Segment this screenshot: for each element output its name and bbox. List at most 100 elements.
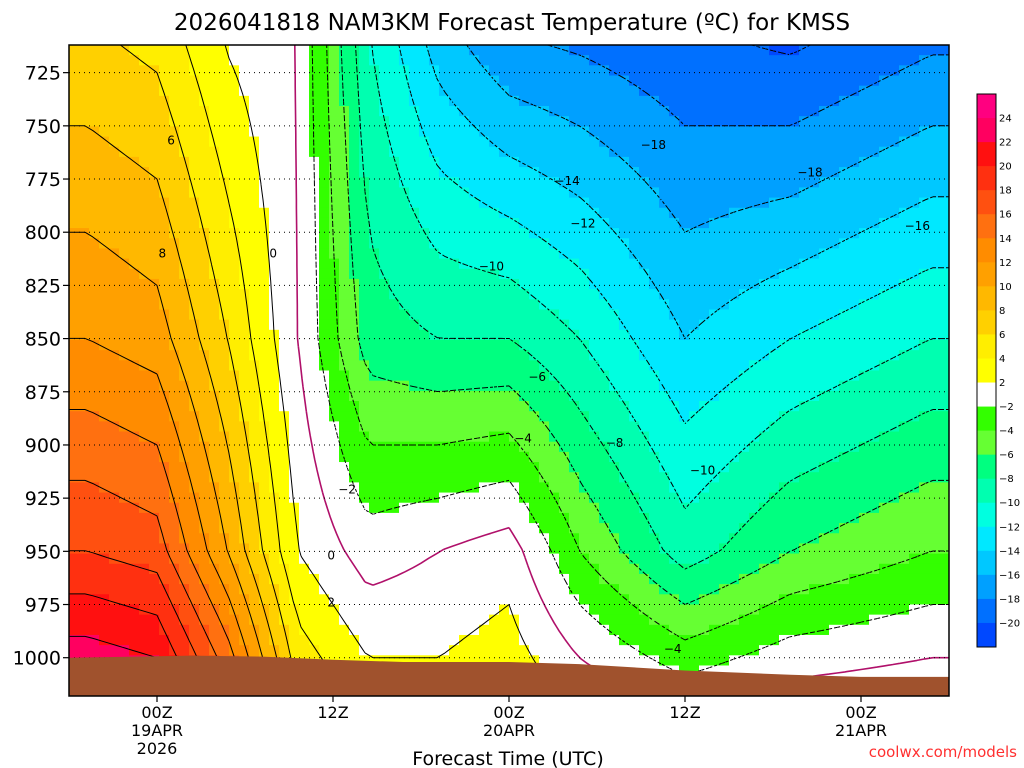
temperature-cell [369,645,380,656]
temperature-cell [259,472,270,483]
temperature-cell [479,451,490,463]
temperature-cell [489,573,500,585]
temperature-cell [679,543,690,555]
temperature-cell [249,207,260,219]
temperature-cell [469,655,480,667]
temperature-cell [589,65,600,77]
temperature-cell [579,258,590,270]
temperature-cell [829,645,840,656]
temperature-cell [709,594,720,606]
temperature-cell [539,156,550,168]
temperature-cell [589,482,600,494]
temperature-cell [269,624,280,636]
temperature-cell [319,207,330,219]
temperature-cell [109,462,120,473]
temperature-cell [189,624,200,636]
temperature-cell [659,594,670,606]
temperature-cell [209,401,220,412]
temperature-cell [449,187,460,199]
temperature-cell [319,268,330,280]
temperature-cell [389,126,400,138]
temperature-cell [299,258,310,270]
temperature-cell [249,584,260,595]
temperature-cell [79,482,90,494]
temperature-cell [409,238,420,250]
temperature-cell [519,624,530,636]
temperature-cell [679,339,690,351]
temperature-cell [839,431,850,443]
temperature-cell [599,95,610,107]
temperature-cell [799,299,810,311]
temperature-cell [719,665,730,677]
temperature-cell [199,55,210,66]
temperature-cell [719,116,730,127]
temperature-cell [429,370,440,382]
temperature-cell [669,55,680,66]
temperature-cell [89,472,100,483]
temperature-cell [309,248,320,260]
temperature-cell [599,339,610,351]
temperature-cell [89,106,100,117]
temperature-cell [599,45,610,56]
temperature-cell [499,634,510,646]
temperature-cell [79,441,90,453]
temperature-cell [539,258,550,270]
temperature-cell [129,604,140,616]
temperature-cell [579,136,590,148]
temperature-cell [589,390,600,402]
temperature-cell [129,462,140,473]
temperature-cell [169,411,180,422]
temperature-cell [259,228,270,239]
temperature-cell [319,177,330,188]
temperature-cell [679,624,690,636]
temperature-cell [579,75,590,87]
temperature-cell [369,95,380,107]
temperature-cell [669,299,680,311]
temperature-cell [239,482,250,494]
temperature-cell [269,85,280,97]
temperature-cell [669,75,680,87]
temperature-cell [139,523,150,534]
temperature-cell [539,289,550,300]
temperature-cell [659,614,670,626]
temperature-cell [829,258,840,270]
temperature-cell [429,573,440,585]
temperature-cell [379,187,390,199]
temperature-cell [609,411,620,422]
temperature-cell [729,512,740,524]
temperature-cell [339,55,350,66]
temperature-cell [179,197,190,209]
temperature-cell [279,217,290,229]
temperature-cell [229,472,240,483]
temperature-cell [739,563,750,575]
temperature-cell [539,543,550,555]
temperature-cell [169,543,180,555]
temperature-cell [549,533,560,545]
temperature-cell [169,533,180,545]
temperature-cell [589,207,600,219]
temperature-cell [609,65,620,77]
temperature-cell [249,380,260,392]
temperature-cell [219,533,230,545]
temperature-cell [539,573,550,585]
temperature-cell [249,309,260,321]
temperature-cell [419,584,430,595]
temperature-cell [839,167,850,178]
temperature-cell [189,238,200,250]
temperature-cell [619,401,630,412]
temperature-cell [89,573,100,585]
temperature-cell [769,278,780,290]
temperature-cell [349,258,360,270]
temperature-cell [99,95,110,107]
temperature-cell [439,350,450,361]
temperature-cell [649,55,660,66]
temperature-cell [79,217,90,229]
temperature-cell [329,207,340,219]
temperature-cell [749,248,760,260]
temperature-cell [709,614,720,626]
temperature-cell [559,75,570,87]
temperature-cell [619,523,630,534]
temperature-cell [759,441,770,453]
temperature-cell [429,482,440,494]
temperature-cell [479,533,490,545]
